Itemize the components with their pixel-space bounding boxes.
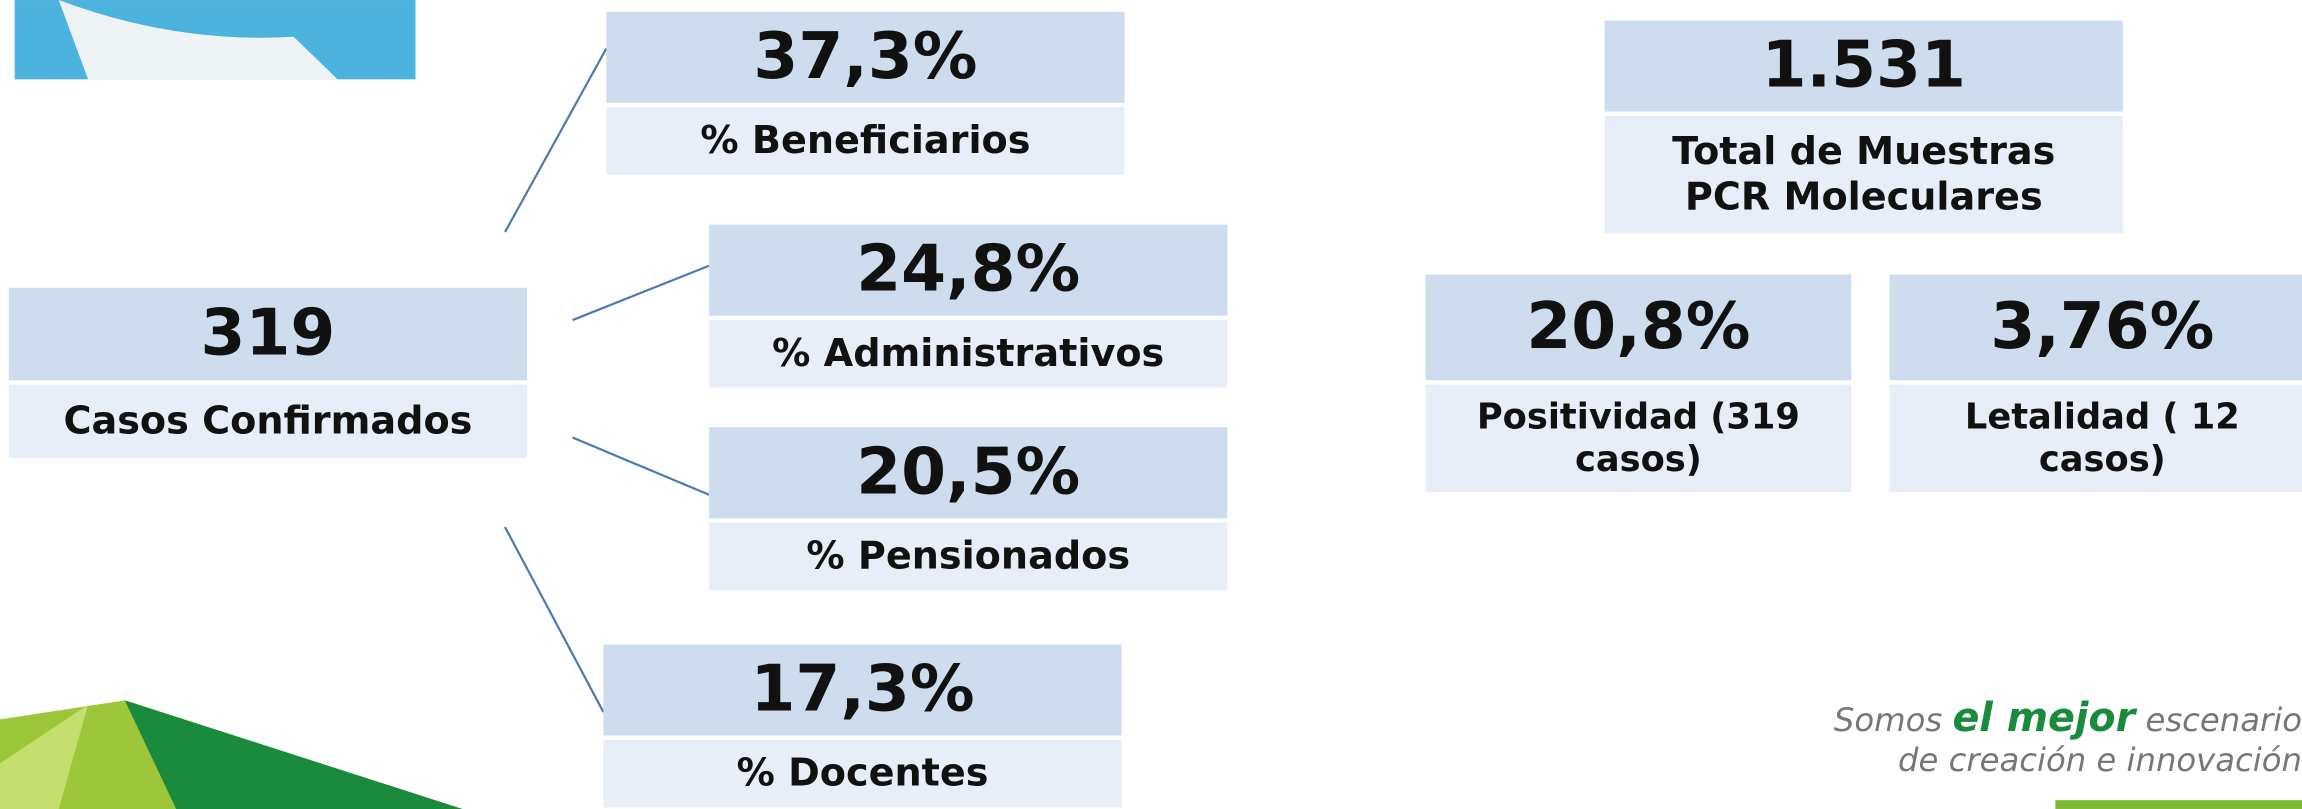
decor-triangle <box>125 700 463 809</box>
box-label: % Pensionados <box>806 534 1130 578</box>
box-value: 1.531 <box>1762 28 1966 103</box>
box-label: Total de Muestras <box>1672 130 2055 174</box>
slogan-emphasis: el mejor <box>1952 695 2137 741</box>
box-value: 24,8% <box>856 232 1080 307</box>
box-value: 3,76% <box>1990 289 2214 364</box>
slogan-prefix: Somos <box>1834 701 1942 739</box>
box-label: casos) <box>2039 439 2166 480</box>
box-label: PCR Moleculares <box>1685 176 2043 220</box>
box-label: % Beneficiarios <box>700 119 1030 163</box>
slogan-line: de creación e innovación <box>1898 741 2302 779</box>
slogan-rest: escenario <box>2145 701 2302 739</box>
slide: Somos el mejor escenario de creación e i… <box>0 0 2302 809</box>
box-value: 37,3% <box>753 19 977 94</box>
box-value: 20,8% <box>1526 289 1750 364</box>
box-label: casos) <box>1575 439 1702 480</box>
connector <box>505 48 606 232</box>
box-value: 20,5% <box>856 434 1080 509</box>
page: Somos el mejor escenario de creación e i… <box>0 0 2302 809</box>
connector <box>573 438 710 495</box>
box-label: Positividad (319 <box>1477 397 1800 438</box>
decor-bar <box>2055 800 2302 809</box>
box-label: % Docentes <box>737 752 989 796</box>
connector <box>505 527 603 712</box>
box-value: 319 <box>201 296 336 371</box>
slogan: Somos el mejor escenario <box>1834 695 2302 741</box>
box-label: Letalidad ( 12 <box>1965 397 2240 438</box>
box-label: Casos Confirmados <box>63 399 472 443</box>
box-label: % Administrativos <box>772 332 1164 376</box>
connector <box>573 266 710 320</box>
box-value: 17,3% <box>750 652 974 727</box>
